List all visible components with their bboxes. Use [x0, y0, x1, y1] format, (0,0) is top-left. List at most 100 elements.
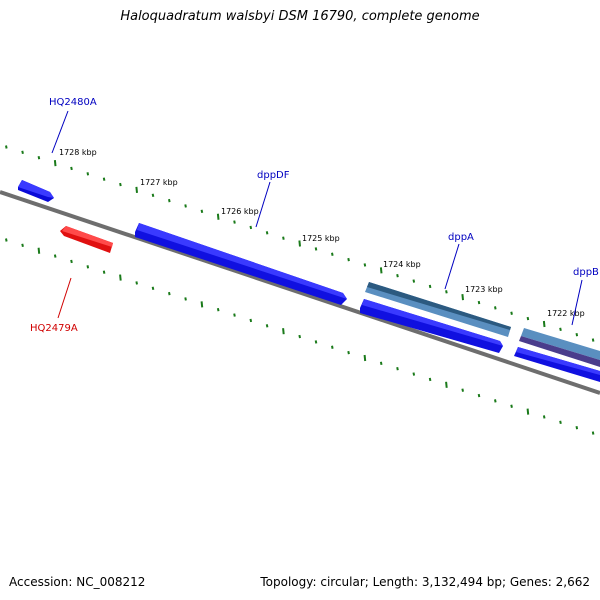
gene-dppA[interactable]	[365, 282, 511, 337]
outer-tick-row	[5, 145, 595, 342]
minor-tick	[184, 297, 187, 301]
minor-tick	[265, 231, 269, 235]
minor-tick	[591, 431, 595, 435]
major-tick	[379, 267, 383, 274]
major-tick	[119, 274, 122, 281]
minor-tick	[379, 361, 383, 366]
minor-tick	[396, 274, 399, 278]
topology-text: Topology: circular; Length: 3,132,494 bp…	[260, 575, 590, 589]
minor-tick	[86, 265, 90, 269]
minor-tick	[70, 259, 73, 264]
minor-tick	[168, 198, 171, 203]
kbp-label-1724: 1724 kbp	[383, 260, 421, 269]
minor-tick	[184, 204, 187, 208]
minor-tick	[445, 290, 448, 294]
minor-tick	[21, 243, 24, 248]
minor-tick	[151, 193, 155, 197]
minor-tick	[265, 324, 269, 328]
gene-dppB[interactable]	[519, 328, 600, 367]
minor-tick	[168, 291, 171, 296]
gene-dppB-lower[interactable]	[514, 347, 600, 382]
minor-tick	[233, 220, 236, 224]
minor-tick	[5, 145, 8, 149]
gene-dppA-lower[interactable]	[360, 299, 503, 353]
major-tick	[53, 159, 57, 167]
gene-HQ2480A[interactable]	[18, 180, 54, 202]
minor-tick	[428, 377, 432, 382]
major-tick	[135, 186, 138, 194]
kbp-label-1723: 1723 kbp	[465, 285, 503, 294]
minor-tick	[314, 247, 318, 251]
major-tick	[363, 354, 367, 362]
minor-tick	[249, 225, 253, 230]
minor-tick	[591, 338, 595, 342]
minor-tick	[461, 388, 464, 392]
gene-labels: HQ2480A HQ2479A dppDF dppA dppB	[30, 97, 599, 334]
minor-tick	[412, 372, 416, 376]
minor-tick	[151, 286, 155, 290]
inner-tick-row	[5, 238, 595, 435]
minor-tick	[5, 238, 8, 242]
minor-tick	[314, 340, 318, 344]
gene-HQ2479A[interactable]	[60, 226, 113, 253]
major-tick	[282, 328, 285, 335]
kbp-label-1722: 1722 kbp	[547, 309, 585, 318]
minor-tick	[249, 318, 253, 323]
minor-tick	[37, 156, 41, 160]
major-tick	[298, 240, 301, 247]
minor-tick	[494, 306, 497, 310]
minor-tick	[347, 350, 350, 355]
minor-tick	[347, 257, 350, 262]
gene-label-dppA: dppA	[448, 232, 474, 243]
minor-tick	[331, 345, 334, 349]
major-tick	[542, 320, 546, 328]
kbp-labels: 1728 kbp 1727 kbp 1726 kbp 1725 kbp 1724…	[59, 148, 585, 318]
minor-tick	[216, 308, 220, 312]
minor-tick	[510, 404, 513, 408]
minor-tick	[70, 166, 73, 171]
minor-tick	[575, 332, 579, 337]
minor-tick	[53, 254, 57, 258]
major-tick	[37, 247, 41, 254]
gene-label-dppDF: dppDF	[257, 170, 290, 181]
minor-tick	[363, 263, 367, 267]
minor-tick	[542, 415, 546, 419]
gene-dppDF[interactable]	[135, 223, 347, 305]
minor-tick	[135, 281, 138, 285]
major-tick	[200, 301, 204, 308]
minor-tick	[526, 316, 530, 321]
gene-label-HQ2479A: HQ2479A	[30, 323, 78, 334]
minor-tick	[119, 182, 122, 187]
minor-tick	[559, 327, 562, 332]
gene-label-HQ2480A: HQ2480A	[49, 97, 97, 108]
minor-tick	[494, 399, 497, 403]
minor-tick	[102, 270, 106, 274]
minor-tick	[200, 209, 204, 214]
map-title: Haloquadratum walsbyi DSM 16790, complet…	[120, 9, 480, 24]
minor-tick	[396, 367, 399, 371]
accession-text: Accession: NC_008212	[9, 575, 146, 589]
leader-lines	[51, 110, 583, 326]
minor-tick	[575, 425, 579, 430]
minor-tick	[21, 150, 24, 155]
minor-tick	[412, 279, 416, 283]
minor-tick	[86, 172, 90, 176]
kbp-label-1726: 1726 kbp	[221, 207, 259, 216]
minor-tick	[298, 334, 301, 339]
major-tick	[526, 408, 530, 415]
minor-tick	[233, 313, 236, 317]
major-tick	[216, 213, 220, 220]
minor-tick	[510, 311, 513, 315]
minor-tick	[428, 284, 432, 289]
minor-tick	[102, 177, 106, 181]
kbp-label-1727: 1727 kbp	[140, 178, 178, 187]
minor-tick	[282, 236, 285, 240]
gene-label-dppB: dppB	[573, 267, 599, 278]
kbp-label-1725: 1725 kbp	[302, 234, 340, 243]
major-tick	[445, 381, 448, 388]
minor-tick	[477, 393, 481, 398]
genome-backbone	[0, 190, 600, 395]
minor-tick	[559, 420, 562, 425]
